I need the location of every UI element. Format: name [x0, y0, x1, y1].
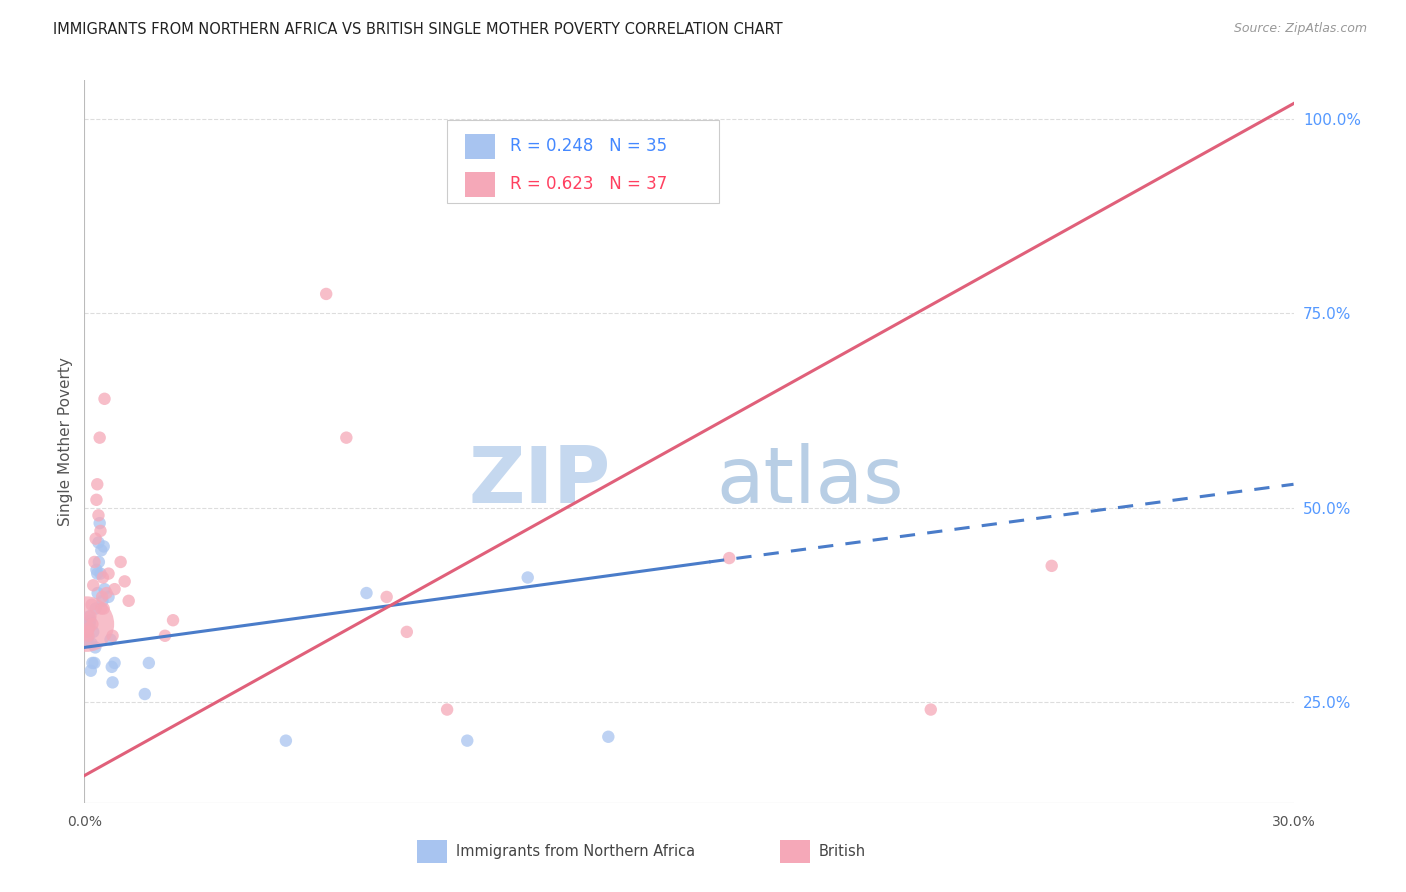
- Point: [77, 621, 100, 635]
- Point: [89, 516, 111, 530]
- FancyBboxPatch shape: [418, 839, 447, 863]
- Point: [79, 609, 101, 624]
- Point: [82, 656, 104, 670]
- Point: [436, 702, 458, 716]
- Y-axis label: Single Mother Poverty: Single Mother Poverty: [58, 357, 73, 526]
- Point: [920, 702, 942, 716]
- Point: [84, 532, 107, 546]
- Text: R = 0.248   N = 35: R = 0.248 N = 35: [510, 137, 666, 155]
- Point: [101, 629, 124, 643]
- Point: [104, 582, 127, 596]
- Text: R = 0.623   N = 37: R = 0.623 N = 37: [510, 176, 668, 194]
- Point: [86, 563, 108, 577]
- Text: IMMIGRANTS FROM NORTHERN AFRICA VS BRITISH SINGLE MOTHER POVERTY CORRELATION CHA: IMMIGRANTS FROM NORTHERN AFRICA VS BRITI…: [53, 22, 783, 37]
- Point: [101, 675, 124, 690]
- Text: British: British: [818, 844, 866, 859]
- Point: [456, 733, 478, 747]
- Point: [93, 582, 115, 596]
- Point: [79, 613, 101, 627]
- Point: [87, 555, 110, 569]
- Point: [87, 508, 110, 523]
- Point: [91, 594, 114, 608]
- Point: [80, 636, 103, 650]
- Point: [83, 555, 105, 569]
- FancyBboxPatch shape: [465, 134, 495, 159]
- Point: [93, 540, 115, 554]
- Point: [80, 598, 103, 612]
- Point: [91, 570, 114, 584]
- Point: [79, 617, 101, 632]
- Point: [395, 624, 418, 639]
- Point: [90, 601, 112, 615]
- FancyBboxPatch shape: [447, 120, 720, 203]
- Point: [86, 586, 108, 600]
- Text: 30.0%: 30.0%: [1271, 815, 1316, 830]
- Point: [97, 566, 120, 581]
- Point: [134, 687, 156, 701]
- Point: [96, 586, 118, 600]
- Point: [87, 535, 110, 549]
- FancyBboxPatch shape: [465, 171, 495, 197]
- Point: [84, 601, 107, 615]
- Point: [82, 617, 104, 632]
- Point: [90, 543, 112, 558]
- Text: 0.0%: 0.0%: [67, 815, 101, 830]
- Point: [82, 578, 104, 592]
- Point: [75, 617, 97, 632]
- Text: atlas: atlas: [716, 443, 904, 519]
- Point: [718, 551, 741, 566]
- Text: Source: ZipAtlas.com: Source: ZipAtlas.com: [1233, 22, 1367, 36]
- Point: [89, 524, 111, 538]
- FancyBboxPatch shape: [780, 839, 810, 863]
- Point: [138, 656, 160, 670]
- Point: [77, 609, 100, 624]
- Point: [84, 640, 107, 655]
- Point: [110, 555, 132, 569]
- Point: [356, 586, 378, 600]
- Point: [91, 590, 114, 604]
- Point: [1040, 558, 1063, 573]
- Text: ZIP: ZIP: [468, 443, 610, 519]
- Point: [77, 621, 100, 635]
- Point: [375, 590, 398, 604]
- Point: [153, 629, 176, 643]
- Point: [274, 733, 297, 747]
- Point: [97, 590, 120, 604]
- Point: [162, 613, 184, 627]
- Point: [77, 629, 100, 643]
- Point: [86, 492, 108, 507]
- Point: [335, 431, 357, 445]
- Point: [516, 570, 538, 584]
- Point: [100, 660, 122, 674]
- Point: [118, 594, 141, 608]
- Point: [598, 730, 620, 744]
- Point: [114, 574, 136, 589]
- Point: [315, 287, 337, 301]
- Point: [89, 566, 111, 581]
- Point: [76, 624, 98, 639]
- Point: [104, 656, 127, 670]
- Point: [89, 431, 111, 445]
- Text: Immigrants from Northern Africa: Immigrants from Northern Africa: [456, 844, 695, 859]
- Point: [86, 477, 108, 491]
- Point: [83, 656, 105, 670]
- Point: [93, 392, 115, 406]
- Point: [80, 664, 103, 678]
- Point: [86, 566, 108, 581]
- Point: [82, 624, 104, 639]
- Point: [76, 632, 98, 647]
- Point: [100, 632, 122, 647]
- Point: [93, 601, 115, 615]
